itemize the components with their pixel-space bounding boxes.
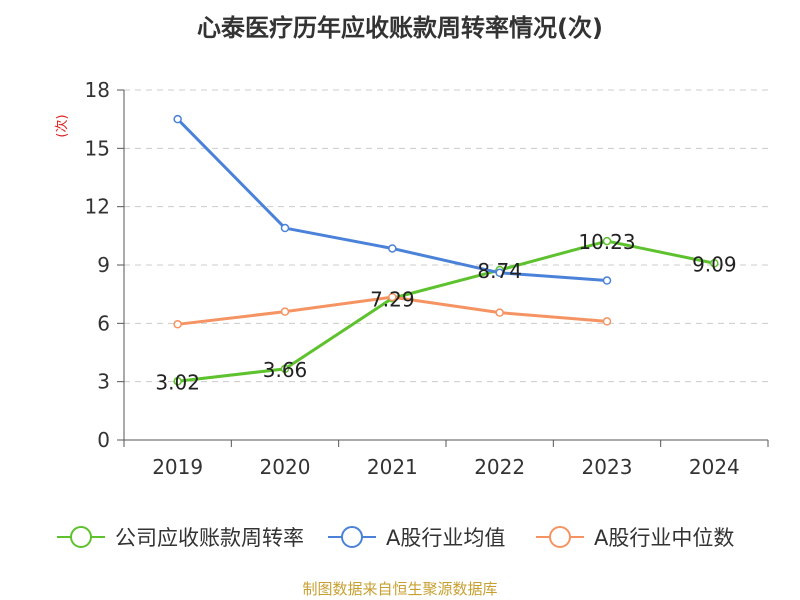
- data-label: 3.66: [263, 358, 308, 382]
- data-point: [173, 377, 182, 386]
- data-point: [602, 317, 612, 326]
- data-point: [173, 320, 182, 329]
- chart-title: 心泰医疗历年应收账款周转率情况(次): [197, 14, 603, 42]
- y-tick-label: 9: [97, 253, 110, 277]
- data-point: [280, 307, 290, 316]
- legend-marker: [70, 526, 92, 548]
- legend-marker: [549, 526, 571, 548]
- data-point: [388, 244, 397, 253]
- data-point: [495, 308, 504, 317]
- x-tick-label: 2021: [367, 455, 418, 479]
- data-point: [602, 276, 612, 285]
- data-label: 8.74: [477, 259, 522, 283]
- series-line-0: [177, 239, 715, 383]
- axes: 0 3 6 9 12 15 18 2019 2020 2021 2022 2023 2024: [85, 78, 769, 479]
- grid-lines: [124, 89, 768, 383]
- x-tick-label: 2020: [260, 455, 311, 479]
- legend-marker: [341, 526, 363, 548]
- data-point: [280, 223, 290, 233]
- legend-item-2[interactable]: A股行业中位数: [536, 526, 734, 550]
- x-tick-label: 2022: [474, 455, 525, 479]
- series-lines: [173, 114, 719, 386]
- y-tick-label: 18: [85, 78, 110, 102]
- data-point: [495, 268, 504, 278]
- data-point: [280, 364, 290, 374]
- series-line-1: [176, 118, 608, 283]
- y-tick-label: 6: [97, 311, 110, 335]
- data-label: 7.29: [370, 287, 415, 311]
- legend-label: A股行业中位数: [594, 526, 734, 550]
- data-labels: 3.02 3.66 7.29 8.74 10.23 9.09: [155, 230, 736, 394]
- legend-label: A股行业均值: [386, 526, 505, 550]
- data-label: 10.23: [578, 230, 635, 254]
- legend-item-1[interactable]: A股行业均值: [328, 526, 505, 550]
- y-tick-label: 12: [85, 195, 110, 219]
- data-point: [710, 259, 719, 268]
- y-tick-label: 0: [97, 428, 110, 452]
- data-label: 3.02: [155, 370, 200, 394]
- y-tick-label: 3: [97, 370, 110, 394]
- x-tick-label: 2019: [152, 455, 203, 479]
- data-label: 9.09: [692, 252, 737, 276]
- data-point: [173, 114, 182, 124]
- legend-label: 公司应收账款周转率: [115, 526, 304, 550]
- data-point: [602, 236, 612, 246]
- data-point: [388, 292, 397, 302]
- legend[interactable]: 公司应收账款周转率 A股行业均值 A股行业中位数: [57, 526, 734, 550]
- y-axis-label: (次): [54, 114, 70, 137]
- source-note: 制图数据来自恒生聚源数据库: [302, 580, 498, 598]
- x-tick-label: 2023: [582, 455, 633, 479]
- x-tick-label: 2024: [689, 455, 740, 479]
- legend-item-0[interactable]: 公司应收账款周转率: [57, 526, 304, 550]
- y-tick-label: 15: [85, 136, 110, 160]
